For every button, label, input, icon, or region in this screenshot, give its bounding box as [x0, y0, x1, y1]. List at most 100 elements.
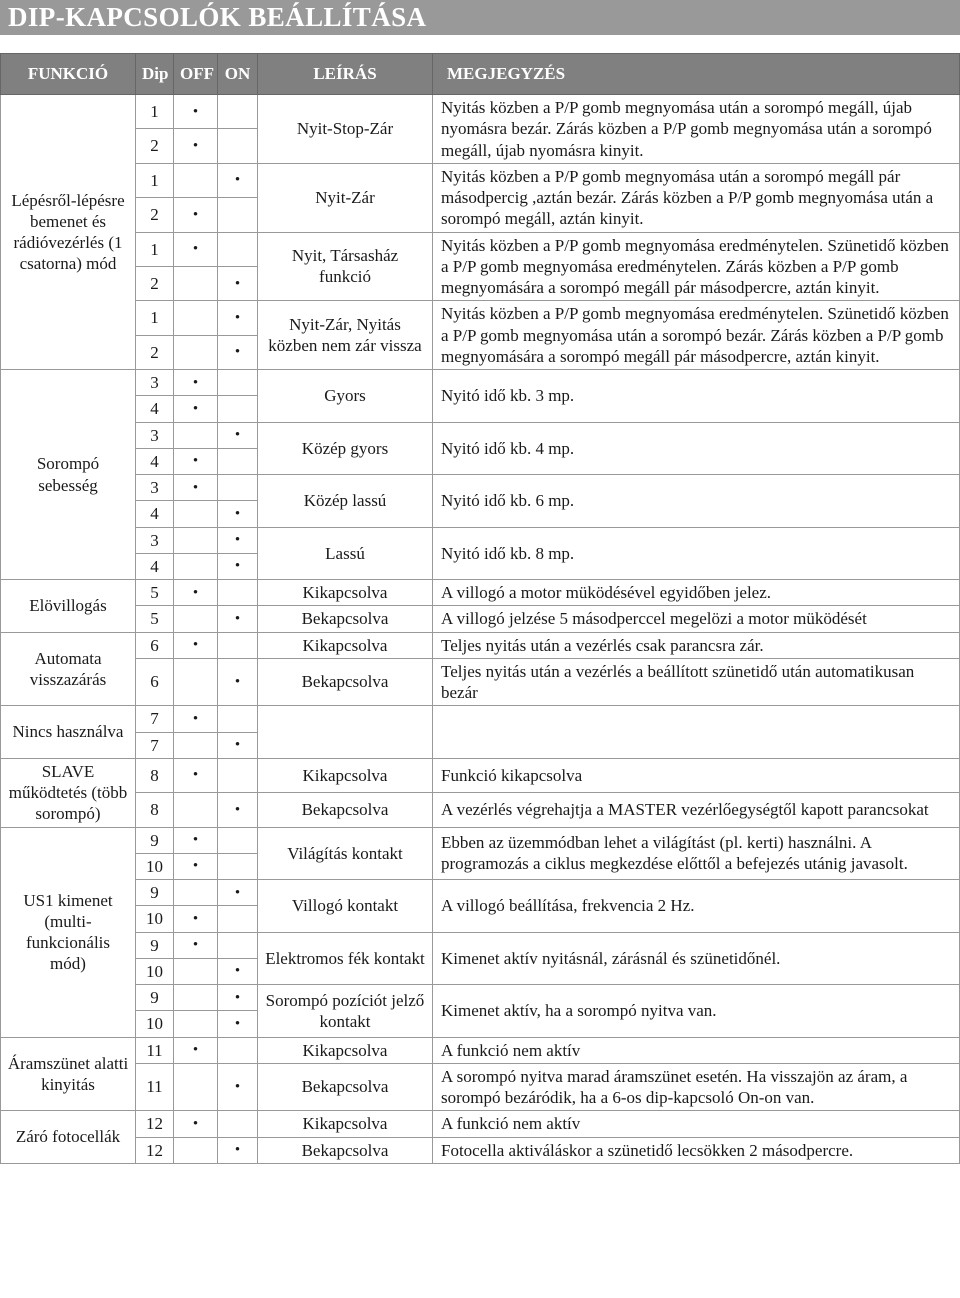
- func-cell: Sorompó sebesség: [1, 370, 136, 580]
- on-cell: •: [218, 793, 258, 827]
- on-cell: •: [218, 732, 258, 758]
- on-cell: •: [218, 422, 258, 448]
- on-cell: [218, 198, 258, 232]
- desc-cell: Bekapcsolva: [258, 1137, 433, 1163]
- dip-cell: 4: [136, 501, 174, 527]
- dip-cell: 3: [136, 422, 174, 448]
- desc-cell: Kikapcsolva: [258, 632, 433, 658]
- desc-cell: [258, 706, 433, 759]
- on-cell: •: [218, 527, 258, 553]
- note-cell: A vezérlés végrehajtja a MASTER vezérlőe…: [433, 793, 960, 827]
- on-cell: •: [218, 1011, 258, 1037]
- table-row: 3•LassúNyitó idő kb. 8 mp.: [1, 527, 960, 553]
- col-megjegyzes: MEGJEGYZÉS: [433, 54, 960, 95]
- dip-cell: 11: [136, 1063, 174, 1111]
- off-cell: [174, 1011, 218, 1037]
- dip-cell: 2: [136, 129, 174, 163]
- note-cell: A villogó jelzése 5 másodperccel megelöz…: [433, 606, 960, 632]
- off-cell: •: [174, 232, 218, 266]
- dip-cell: 6: [136, 658, 174, 706]
- on-cell: [218, 853, 258, 879]
- on-cell: [218, 475, 258, 501]
- dip-cell: 1: [136, 232, 174, 266]
- note-cell: Nyitás közben a P/P gomb megnyomása ered…: [433, 232, 960, 301]
- on-cell: [218, 1111, 258, 1137]
- dip-table: FUNKCIÓ Dip OFF ON LEÍRÁS MEGJEGYZÉS Lép…: [0, 53, 960, 1164]
- off-cell: •: [174, 906, 218, 932]
- dip-cell: 10: [136, 906, 174, 932]
- note-cell: Fotocella aktiváláskor a szünetidő lecsö…: [433, 1137, 960, 1163]
- desc-cell: Gyors: [258, 370, 433, 423]
- off-cell: •: [174, 1111, 218, 1137]
- func-cell: Nincs használva: [1, 706, 136, 759]
- note-cell: Funkció kikapcsolva: [433, 758, 960, 792]
- dip-cell: 10: [136, 853, 174, 879]
- on-cell: •: [218, 880, 258, 906]
- dip-cell: 1: [136, 301, 174, 335]
- off-cell: •: [174, 853, 218, 879]
- dip-cell: 1: [136, 163, 174, 197]
- off-cell: [174, 658, 218, 706]
- note-cell: Nyitás közben a P/P gomb megnyomása után…: [433, 163, 960, 232]
- desc-cell: Közép lassú: [258, 475, 433, 528]
- col-funkcio: FUNKCIÓ: [1, 54, 136, 95]
- dip-cell: 9: [136, 827, 174, 853]
- desc-cell: Bekapcsolva: [258, 658, 433, 706]
- off-cell: [174, 266, 218, 300]
- note-cell: Nyitó idő kb. 4 mp.: [433, 422, 960, 475]
- off-cell: •: [174, 758, 218, 792]
- dip-cell: 7: [136, 732, 174, 758]
- table-row: Lépésről-lépésre bemenet és rádióvezérlé…: [1, 95, 960, 129]
- table-row: Nincs használva7•: [1, 706, 960, 732]
- dip-cell: 9: [136, 932, 174, 958]
- on-cell: [218, 396, 258, 422]
- dip-cell: 6: [136, 632, 174, 658]
- table-row: 12•BekapcsolvaFotocella aktiváláskor a s…: [1, 1137, 960, 1163]
- off-cell: •: [174, 95, 218, 129]
- desc-cell: Kikapcsolva: [258, 758, 433, 792]
- off-cell: •: [174, 198, 218, 232]
- col-off: OFF: [174, 54, 218, 95]
- on-cell: •: [218, 301, 258, 335]
- on-cell: [218, 1037, 258, 1063]
- dip-cell: 2: [136, 198, 174, 232]
- note-cell: A villogó a motor müködésével egyidőben …: [433, 580, 960, 606]
- off-cell: [174, 1063, 218, 1111]
- col-dip: Dip: [136, 54, 174, 95]
- on-cell: •: [218, 553, 258, 579]
- desc-cell: Elektromos fék kontakt: [258, 932, 433, 985]
- dip-cell: 5: [136, 580, 174, 606]
- on-cell: [218, 932, 258, 958]
- on-cell: •: [218, 266, 258, 300]
- off-cell: [174, 606, 218, 632]
- dip-cell: 3: [136, 527, 174, 553]
- desc-cell: Sorompó pozíciót jelző kontakt: [258, 985, 433, 1038]
- func-cell: Áramszünet alatti kinyitás: [1, 1037, 136, 1111]
- note-cell: Nyitó idő kb. 6 mp.: [433, 475, 960, 528]
- table-row: 6•BekapcsolvaTeljes nyitás után a vezérl…: [1, 658, 960, 706]
- note-cell: A funkció nem aktív: [433, 1111, 960, 1137]
- dip-cell: 5: [136, 606, 174, 632]
- dip-cell: 4: [136, 396, 174, 422]
- off-cell: •: [174, 1037, 218, 1063]
- desc-cell: Kikapcsolva: [258, 1037, 433, 1063]
- func-cell: SLAVE működtetés (több sorompó): [1, 758, 136, 827]
- table-row: 5•BekapcsolvaA villogó jelzése 5 másodpe…: [1, 606, 960, 632]
- off-cell: [174, 880, 218, 906]
- desc-cell: Nyit-Zár, Nyitás közben nem zár vissza: [258, 301, 433, 370]
- on-cell: •: [218, 1137, 258, 1163]
- on-cell: •: [218, 335, 258, 369]
- off-cell: •: [174, 370, 218, 396]
- off-cell: [174, 422, 218, 448]
- dip-cell: 4: [136, 553, 174, 579]
- on-cell: [218, 758, 258, 792]
- table-row: Sorompó sebesség3•GyorsNyitó idő kb. 3 m…: [1, 370, 960, 396]
- dip-cell: 2: [136, 335, 174, 369]
- on-cell: •: [218, 958, 258, 984]
- table-row: Záró fotocellák12•KikapcsolvaA funkció n…: [1, 1111, 960, 1137]
- note-cell: A funkció nem aktív: [433, 1037, 960, 1063]
- on-cell: •: [218, 501, 258, 527]
- note-cell: Nyitás közben a P/P gomb megnyomása után…: [433, 95, 960, 164]
- off-cell: [174, 793, 218, 827]
- note-cell: Teljes nyitás után a vezérlés a beállíto…: [433, 658, 960, 706]
